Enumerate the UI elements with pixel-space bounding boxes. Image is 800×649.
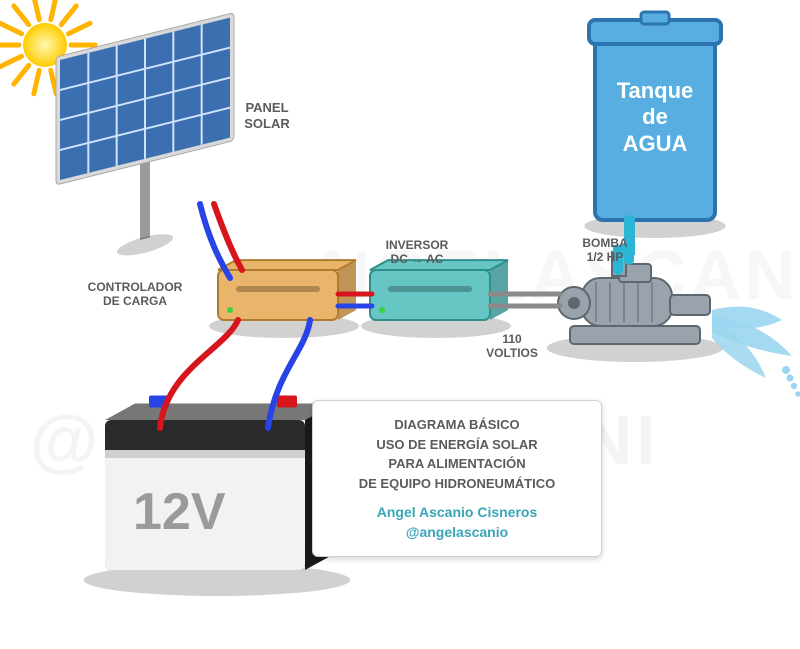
label-battery-voltage: 12V — [133, 482, 226, 542]
label-voltios: 110VOLTIOS — [472, 332, 552, 361]
label-bomba: BOMBA1/2 HP — [565, 236, 645, 265]
info-card-title: DIAGRAMA BÁSICOUSO DE ENERGÍA SOLARPARA … — [329, 415, 585, 493]
label-tanque: TanquedeAGUA — [610, 78, 700, 157]
label-panel-solar: PANELSOLAR — [232, 100, 302, 131]
water-splash-icon — [712, 307, 800, 397]
info-card-author: Angel Ascanio Cisneros@angelascanio — [329, 503, 585, 542]
label-controlador: CONTROLADORDE CARGA — [75, 280, 195, 309]
info-card: DIAGRAMA BÁSICOUSO DE ENERGÍA SOLARPARA … — [312, 400, 602, 557]
pump-icon — [547, 252, 723, 362]
inverter-icon — [361, 260, 511, 338]
diagram-canvas: @ANGELASCANI NGELASCANIO PANELSOLAR CONT… — [0, 0, 800, 649]
label-inversor: INVERSORDC → AC — [362, 238, 472, 267]
